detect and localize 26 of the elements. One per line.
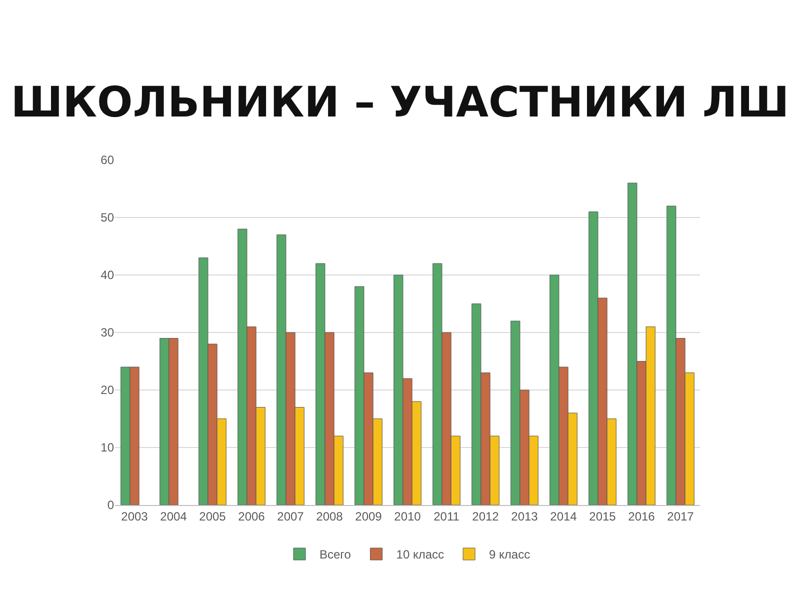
- x-tick-label: 2009: [355, 509, 382, 524]
- x-tick-label: 2008: [316, 509, 344, 524]
- x-tick-label: 2005: [199, 509, 226, 524]
- y-tick-label: 50: [100, 210, 114, 225]
- x-tick-label: 2014: [550, 509, 578, 524]
- x-tick-label: 2003: [121, 509, 148, 524]
- chart-title: ШКОЛЬНИКИ – УЧАСТНИКИ ЛШ: [10, 78, 790, 127]
- x-tick-label: 2015: [589, 509, 616, 524]
- y-tick-label: 20: [100, 383, 114, 398]
- x-tick-label: 2007: [277, 509, 304, 524]
- x-tick-label: 2012: [472, 509, 500, 524]
- y-tick-label: 30: [100, 326, 114, 340]
- y-tick-label: 40: [100, 268, 114, 282]
- x-tick-label: 2016: [628, 509, 656, 524]
- legend-label: 9 класс: [489, 548, 530, 562]
- x-tick-label: 2017: [667, 509, 694, 524]
- y-tick-label: 10: [100, 440, 114, 455]
- x-tick-label: 2004: [160, 509, 188, 524]
- legend-label: 10 класс: [396, 548, 444, 562]
- x-tick-label: 2010: [394, 509, 422, 524]
- x-tick-label: 2013: [511, 509, 538, 524]
- y-tick-label: 60: [100, 153, 114, 168]
- x-tick-label: 2006: [238, 509, 266, 524]
- x-tick-label: 2011: [434, 509, 460, 524]
- legend-label: Всего: [320, 548, 352, 562]
- y-tick-label: 0: [107, 498, 114, 512]
